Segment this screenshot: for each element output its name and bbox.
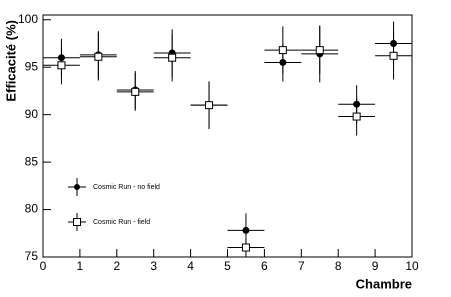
data-point bbox=[168, 53, 177, 62]
x-tick-label: 9 bbox=[372, 259, 379, 273]
y-tick-label: 100 bbox=[18, 12, 38, 26]
x-tick-label: 0 bbox=[40, 259, 47, 273]
x-tick-label: 5 bbox=[224, 259, 231, 273]
legend-marker bbox=[73, 218, 81, 226]
data-point bbox=[205, 101, 214, 110]
x-tick-label: 3 bbox=[150, 259, 157, 273]
data-point bbox=[389, 51, 398, 60]
data-point bbox=[57, 61, 66, 70]
x-tick-label: 8 bbox=[335, 259, 342, 273]
x-tick-label: 1 bbox=[77, 259, 84, 273]
data-point bbox=[241, 243, 250, 252]
y-tick-label: 95 bbox=[25, 59, 39, 73]
data-point bbox=[315, 46, 324, 55]
x-tick-label: 2 bbox=[113, 259, 120, 273]
x-tick-label: 10 bbox=[405, 259, 419, 273]
y-tick-label: 90 bbox=[25, 107, 39, 121]
y-tick-label: 85 bbox=[25, 154, 39, 168]
y-tick-label: 75 bbox=[25, 249, 39, 263]
y-axis-label: Efficacité (%) bbox=[3, 20, 18, 102]
legend-label: Cosmic Run - no field bbox=[93, 184, 160, 191]
x-axis-label: Chambre bbox=[356, 276, 412, 291]
x-tick-label: 7 bbox=[298, 259, 305, 273]
data-point bbox=[352, 112, 361, 121]
data-point bbox=[131, 87, 140, 96]
data-point bbox=[94, 52, 103, 61]
data-point bbox=[242, 226, 250, 234]
y-tick-label: 80 bbox=[25, 202, 39, 216]
x-tick-label: 6 bbox=[261, 259, 268, 273]
x-tick-label: 4 bbox=[187, 259, 194, 273]
legend-label: Cosmic Run - field bbox=[93, 219, 150, 226]
legend-marker bbox=[74, 184, 80, 190]
data-point bbox=[278, 46, 287, 55]
